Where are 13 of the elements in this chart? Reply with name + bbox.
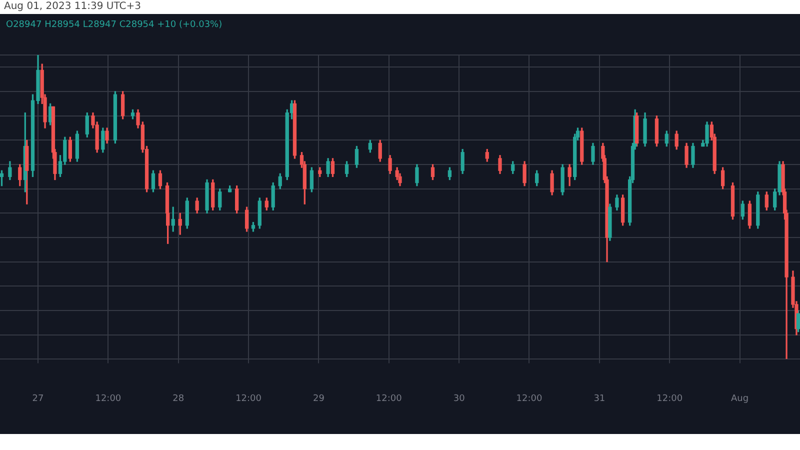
x-tick-label: 12:00 <box>656 394 683 404</box>
x-tick-label: 12:00 <box>236 394 262 404</box>
x-tick-label: 12:00 <box>95 394 122 404</box>
text: O28947 H28954 L28947 C28954 +10 (+0.03%) <box>6 20 222 30</box>
x-tick-label: Aug <box>730 394 749 404</box>
x-tick-label: 12:00 <box>376 394 402 404</box>
x-tick-label: 30 <box>453 394 466 404</box>
text: Aug 01, 2023 11:39 UTC+3 <box>4 1 141 12</box>
x-tick-label: 31 <box>594 394 606 404</box>
x-tick-label: 28 <box>172 394 184 404</box>
x-tick-label: 29 <box>312 394 325 404</box>
x-tick-label: 12:00 <box>516 394 542 404</box>
x-tick-label: 27 <box>32 394 44 404</box>
